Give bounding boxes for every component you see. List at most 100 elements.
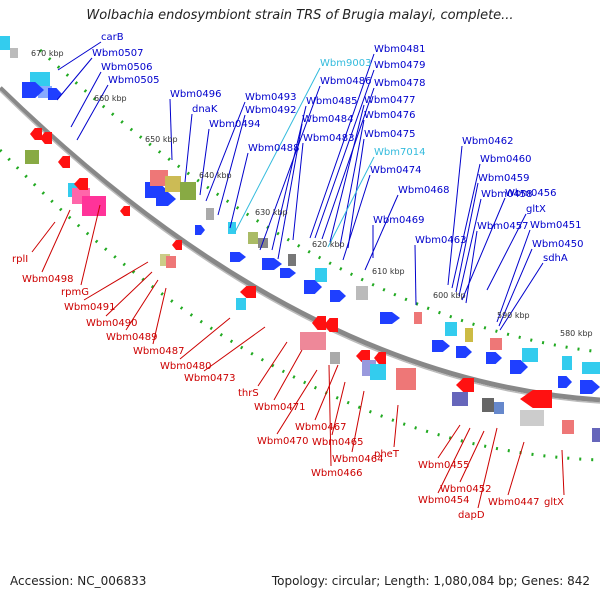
- gene-label[interactable]: Wbm0505: [108, 75, 159, 86]
- gene-label[interactable]: Wbm0486: [320, 76, 371, 87]
- gene-feature[interactable]: [510, 360, 528, 374]
- gene-label[interactable]: Wbm0493: [245, 92, 296, 103]
- gene-label[interactable]: Wbm0477: [364, 95, 415, 106]
- gene-label[interactable]: Wbm0481: [374, 44, 425, 55]
- gene-feature[interactable]: [580, 380, 600, 394]
- gene-feature[interactable]: [58, 156, 70, 168]
- gene-feature[interactable]: [48, 88, 62, 100]
- gene-label[interactable]: Wbm0467: [295, 422, 346, 433]
- gene-label[interactable]: dnaK: [192, 104, 218, 115]
- gene-label[interactable]: Wbm0492: [245, 105, 296, 116]
- gene-feature[interactable]: [465, 328, 473, 342]
- gene-label[interactable]: sdhA: [543, 253, 568, 264]
- gene-feature[interactable]: [456, 346, 472, 358]
- gene-feature[interactable]: [432, 340, 450, 352]
- gene-label[interactable]: Wbm0476: [364, 110, 415, 121]
- gene-label[interactable]: Wbm0463: [415, 235, 466, 246]
- gene-feature[interactable]: [25, 150, 39, 164]
- gene-label[interactable]: Wbm0478: [374, 78, 425, 89]
- gene-label[interactable]: dapD: [458, 510, 485, 521]
- gene-label[interactable]: Wbm0475: [364, 129, 415, 140]
- gene-label[interactable]: Wbm0496: [170, 89, 221, 100]
- gene-feature[interactable]: [414, 312, 422, 324]
- gene-feature[interactable]: [172, 240, 182, 250]
- gene-feature[interactable]: [456, 378, 474, 392]
- gene-feature[interactable]: [180, 182, 196, 200]
- gene-label[interactable]: Wbm0454: [418, 495, 469, 506]
- gene-feature[interactable]: [10, 48, 18, 58]
- gene-feature[interactable]: [195, 225, 205, 235]
- gene-feature[interactable]: [520, 390, 552, 408]
- gene-label[interactable]: Wbm0484: [302, 114, 353, 125]
- gene-feature[interactable]: [452, 392, 468, 406]
- gene-feature[interactable]: [482, 398, 494, 412]
- gene-feature[interactable]: [230, 252, 246, 262]
- gene-feature[interactable]: [520, 410, 544, 426]
- gene-feature[interactable]: [280, 268, 296, 278]
- gene-label[interactable]: Wbm0491: [64, 302, 115, 313]
- gene-label[interactable]: pheT: [374, 449, 400, 460]
- gene-feature[interactable]: [74, 178, 88, 190]
- gene-label[interactable]: carB: [101, 32, 124, 43]
- gene-feature[interactable]: [380, 312, 400, 324]
- gene-feature[interactable]: [330, 352, 340, 364]
- gene-label[interactable]: Wbm0480: [160, 361, 211, 372]
- gene-label[interactable]: Wbm0474: [370, 165, 421, 176]
- gene-feature[interactable]: [330, 290, 346, 302]
- gene-label[interactable]: rplI: [12, 254, 28, 265]
- gene-label[interactable]: Wbm0483: [303, 133, 354, 144]
- gene-feature[interactable]: [160, 254, 170, 266]
- gene-feature[interactable]: [312, 316, 326, 330]
- gene-feature[interactable]: [166, 256, 176, 268]
- gene-feature[interactable]: [370, 364, 386, 380]
- gene-feature[interactable]: [120, 206, 130, 216]
- gene-feature[interactable]: [165, 176, 181, 192]
- gene-feature[interactable]: [582, 362, 600, 374]
- gene-feature[interactable]: [315, 268, 327, 282]
- gene-feature[interactable]: [445, 322, 457, 336]
- gene-label[interactable]: Wbm7014: [374, 147, 425, 158]
- gene-feature[interactable]: [300, 332, 326, 350]
- gene-label[interactable]: Wbm0457: [477, 221, 528, 232]
- gene-label[interactable]: Wbm0451: [530, 220, 581, 231]
- gene-label[interactable]: Wbm0447: [488, 497, 539, 508]
- gene-feature[interactable]: [206, 208, 214, 220]
- gene-label[interactable]: Wbm0479: [374, 60, 425, 71]
- gene-feature[interactable]: [82, 196, 106, 216]
- gene-label[interactable]: Wbm0485: [306, 96, 357, 107]
- gene-feature[interactable]: [374, 352, 386, 364]
- gene-feature[interactable]: [0, 36, 10, 50]
- gene-label[interactable]: thrS: [238, 388, 259, 399]
- gene-label[interactable]: Wbm0498: [22, 274, 73, 285]
- gene-feature[interactable]: [562, 420, 574, 434]
- gene-feature[interactable]: [494, 402, 504, 414]
- gene-label[interactable]: Wbm0494: [209, 119, 260, 130]
- gene-label[interactable]: Wbm0462: [462, 136, 513, 147]
- gene-label[interactable]: rpmG: [61, 287, 89, 298]
- gene-feature[interactable]: [40, 132, 52, 144]
- gene-feature[interactable]: [324, 318, 338, 332]
- gene-label[interactable]: Wbm0456: [505, 188, 556, 199]
- gene-feature[interactable]: [262, 258, 282, 270]
- gene-label[interactable]: Wbm0473: [184, 373, 235, 384]
- gene-feature[interactable]: [396, 368, 416, 390]
- gene-feature[interactable]: [562, 356, 572, 370]
- gene-label[interactable]: Wbm0489: [106, 332, 157, 343]
- gene-feature[interactable]: [236, 298, 246, 310]
- gene-label[interactable]: Wbm0455: [418, 460, 469, 471]
- gene-label[interactable]: Wbm0490: [86, 318, 137, 329]
- gene-feature[interactable]: [558, 376, 572, 388]
- gene-label[interactable]: Wbm0487: [133, 346, 184, 357]
- gene-label[interactable]: Wbm0464: [332, 454, 383, 465]
- gene-label[interactable]: Wbm0458: [481, 189, 532, 200]
- gene-feature[interactable]: [592, 428, 600, 442]
- gene-label[interactable]: Wbm0506: [101, 62, 152, 73]
- gene-label[interactable]: Wbm0452: [440, 484, 491, 495]
- gene-feature[interactable]: [22, 82, 44, 98]
- gene-label[interactable]: Wbm0468: [398, 185, 449, 196]
- gene-feature[interactable]: [156, 192, 176, 206]
- gene-label[interactable]: Wbm0450: [532, 239, 583, 250]
- gene-label[interactable]: Wbm0466: [311, 468, 362, 479]
- gene-feature[interactable]: [30, 128, 42, 140]
- gene-label[interactable]: Wbm0460: [480, 154, 531, 165]
